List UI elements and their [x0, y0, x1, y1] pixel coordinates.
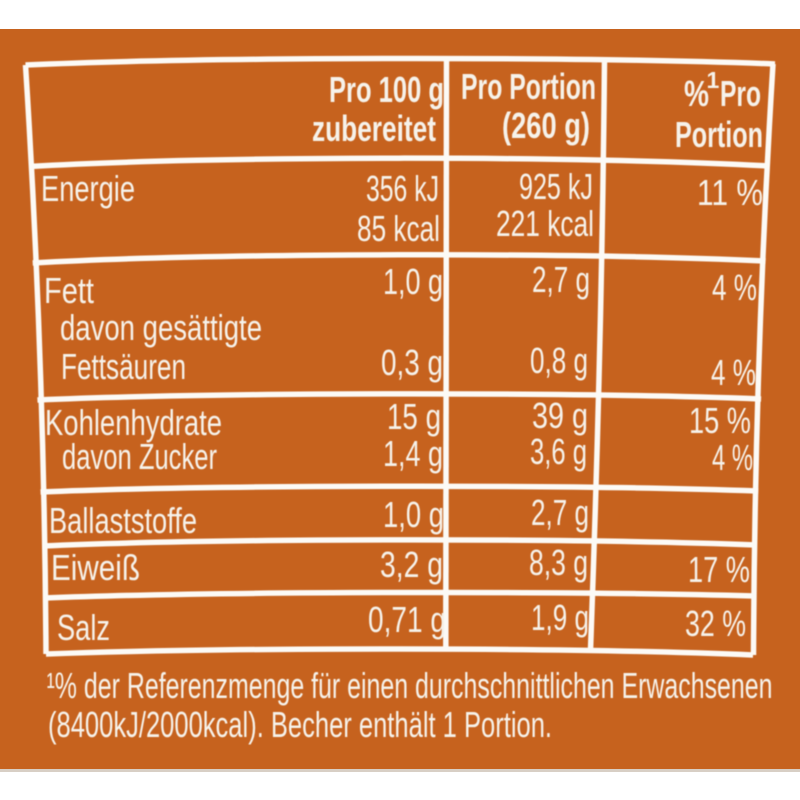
svg-text:0,3 g: 0,3 g	[381, 342, 443, 383]
svg-text:4 %: 4 %	[711, 352, 756, 393]
svg-text:3,6 g: 3,6 g	[530, 431, 587, 472]
svg-text:221 kcal: 221 kcal	[496, 203, 594, 244]
svg-text:1,0 g: 1,0 g	[383, 261, 443, 302]
svg-text:1: 1	[707, 67, 720, 93]
svg-text:0,8 g: 0,8 g	[530, 340, 588, 381]
svg-text:Pro Portion: Pro Portion	[461, 66, 596, 107]
svg-text:Ballaststoffe: Ballaststoffe	[49, 500, 197, 541]
svg-text:3,2 g: 3,2 g	[380, 544, 443, 585]
svg-text:32 %: 32 %	[685, 603, 746, 644]
svg-text:(260 g): (260 g)	[502, 105, 590, 146]
svg-text:1,4 g: 1,4 g	[383, 433, 443, 474]
svg-text:11 %: 11 %	[697, 172, 763, 213]
svg-text:1,0 g: 1,0 g	[383, 494, 444, 535]
svg-text:17 %: 17 %	[688, 549, 750, 590]
svg-text:Kohlenhydrate: Kohlenhydrate	[45, 402, 222, 443]
svg-text:(8400kJ/2000kcal). Becher enth: (8400kJ/2000kcal). Becher enthält 1 Port…	[48, 704, 552, 745]
svg-text:356 kJ: 356 kJ	[366, 168, 439, 209]
svg-text:4 %: 4 %	[712, 267, 757, 308]
svg-text:1,9 g: 1,9 g	[531, 597, 589, 638]
svg-text:925 kJ: 925 kJ	[519, 166, 593, 207]
svg-text:0,71 g: 0,71 g	[368, 599, 446, 640]
svg-text:davon gesättigte: davon gesättigte	[60, 307, 262, 348]
svg-text:15 g: 15 g	[387, 396, 441, 437]
svg-text:Pro: Pro	[720, 73, 761, 114]
svg-text:8,3 g: 8,3 g	[529, 542, 588, 583]
svg-text:Energie: Energie	[41, 168, 135, 209]
svg-text:Salz: Salz	[57, 607, 110, 648]
svg-text:zubereitet: zubereitet	[312, 108, 436, 149]
svg-text:Pro 100 g: Pro 100 g	[329, 69, 444, 110]
svg-text:%: %	[684, 73, 709, 114]
svg-text:davon Zucker: davon Zucker	[62, 436, 217, 477]
svg-text:¹% der Referenzmenge für einen: ¹% der Referenzmenge für einen durchschn…	[47, 665, 773, 706]
svg-text:Fett: Fett	[44, 270, 94, 311]
svg-text:Fettsäuren: Fettsäuren	[61, 346, 186, 387]
svg-text:2,7 g: 2,7 g	[531, 492, 589, 533]
svg-text:39 g: 39 g	[532, 395, 588, 436]
svg-text:85 kcal: 85 kcal	[357, 208, 440, 249]
svg-text:4 %: 4 %	[712, 437, 753, 478]
svg-text:Portion: Portion	[675, 114, 763, 155]
svg-text:Eiweiß: Eiweiß	[51, 547, 140, 588]
svg-text:2,7 g: 2,7 g	[532, 259, 590, 300]
svg-text:15 %: 15 %	[689, 400, 751, 441]
